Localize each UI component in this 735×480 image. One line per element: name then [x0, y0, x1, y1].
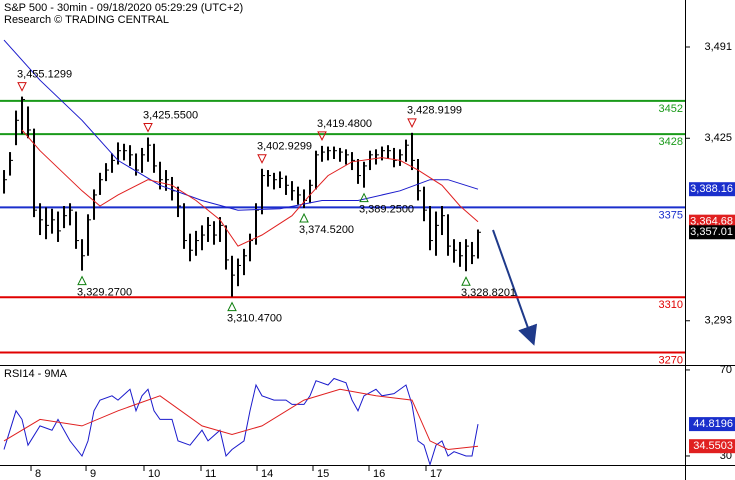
projection-arrow [492, 229, 538, 346]
high-label: 3,428.9199 [407, 105, 462, 117]
level-label: 3375 [659, 209, 683, 221]
indicator-line [3, 39, 479, 211]
y-tick-label: 3,425 [704, 132, 732, 144]
low-marker [359, 192, 369, 203]
high-marker [17, 82, 27, 92]
high-marker [257, 154, 267, 164]
high-label: 3,402.9299 [257, 141, 312, 153]
x-tick-label: 9 [90, 468, 96, 480]
y-tick-label: 3,491 [704, 41, 732, 53]
price-tag-label: 3,388.16 [690, 183, 733, 195]
x-tick-label: 8 [35, 468, 41, 480]
price-tag [689, 225, 735, 240]
indicator-line [3, 377, 479, 467]
chart-title: S&P 500 - 30min - 09/18/2020 05:29:29 (U… [4, 2, 243, 14]
low-label: 3,328.8201 [461, 287, 516, 299]
indicator-line [21, 129, 479, 247]
level-label: 3270 [659, 354, 683, 366]
low-marker [77, 275, 87, 286]
price-tag-label: 34.5503 [693, 440, 733, 452]
price-tag [689, 439, 735, 454]
price-tag [689, 417, 735, 432]
low-marker [227, 301, 237, 312]
x-tick-label: 15 [317, 468, 329, 480]
level-label: 3452 [659, 103, 683, 115]
price-tag-label: 3,357.01 [690, 226, 733, 238]
high-marker [407, 118, 417, 128]
x-tick-label: 17 [430, 468, 442, 480]
chart-subtitle: Research © TRADING CENTRAL [4, 14, 169, 26]
y-tick-label: 70 [720, 364, 732, 376]
x-tick-label: 11 [205, 468, 216, 480]
low-marker [299, 212, 309, 223]
price-tag [689, 214, 735, 229]
indicator-line [3, 388, 479, 451]
price-tag [689, 182, 735, 197]
high-label: 3,455.1299 [17, 69, 72, 81]
high-marker [317, 131, 327, 142]
y-tick-label: 3,293 [704, 315, 732, 327]
low-label: 3,310.4700 [227, 313, 282, 325]
low-label: 3,329.2700 [77, 287, 132, 299]
x-tick-label: 16 [373, 468, 385, 480]
high-marker [143, 122, 153, 133]
level-label: 3428 [659, 136, 683, 148]
level-label: 3310 [659, 299, 683, 311]
rsi-title: RSI14 - 9MA [4, 368, 68, 380]
high-label: 3,425.5500 [143, 109, 198, 121]
low-marker [461, 276, 471, 286]
price-tag-label: 3,364.68 [690, 216, 733, 228]
high-label: 3,419.4800 [317, 118, 372, 130]
price-tag-label: 44.8196 [693, 418, 733, 430]
low-label: 3,389.2500 [359, 204, 414, 216]
x-tick-label: 14 [261, 468, 273, 480]
x-tick-label: 10 [148, 468, 160, 480]
low-label: 3,374.5200 [299, 224, 354, 236]
